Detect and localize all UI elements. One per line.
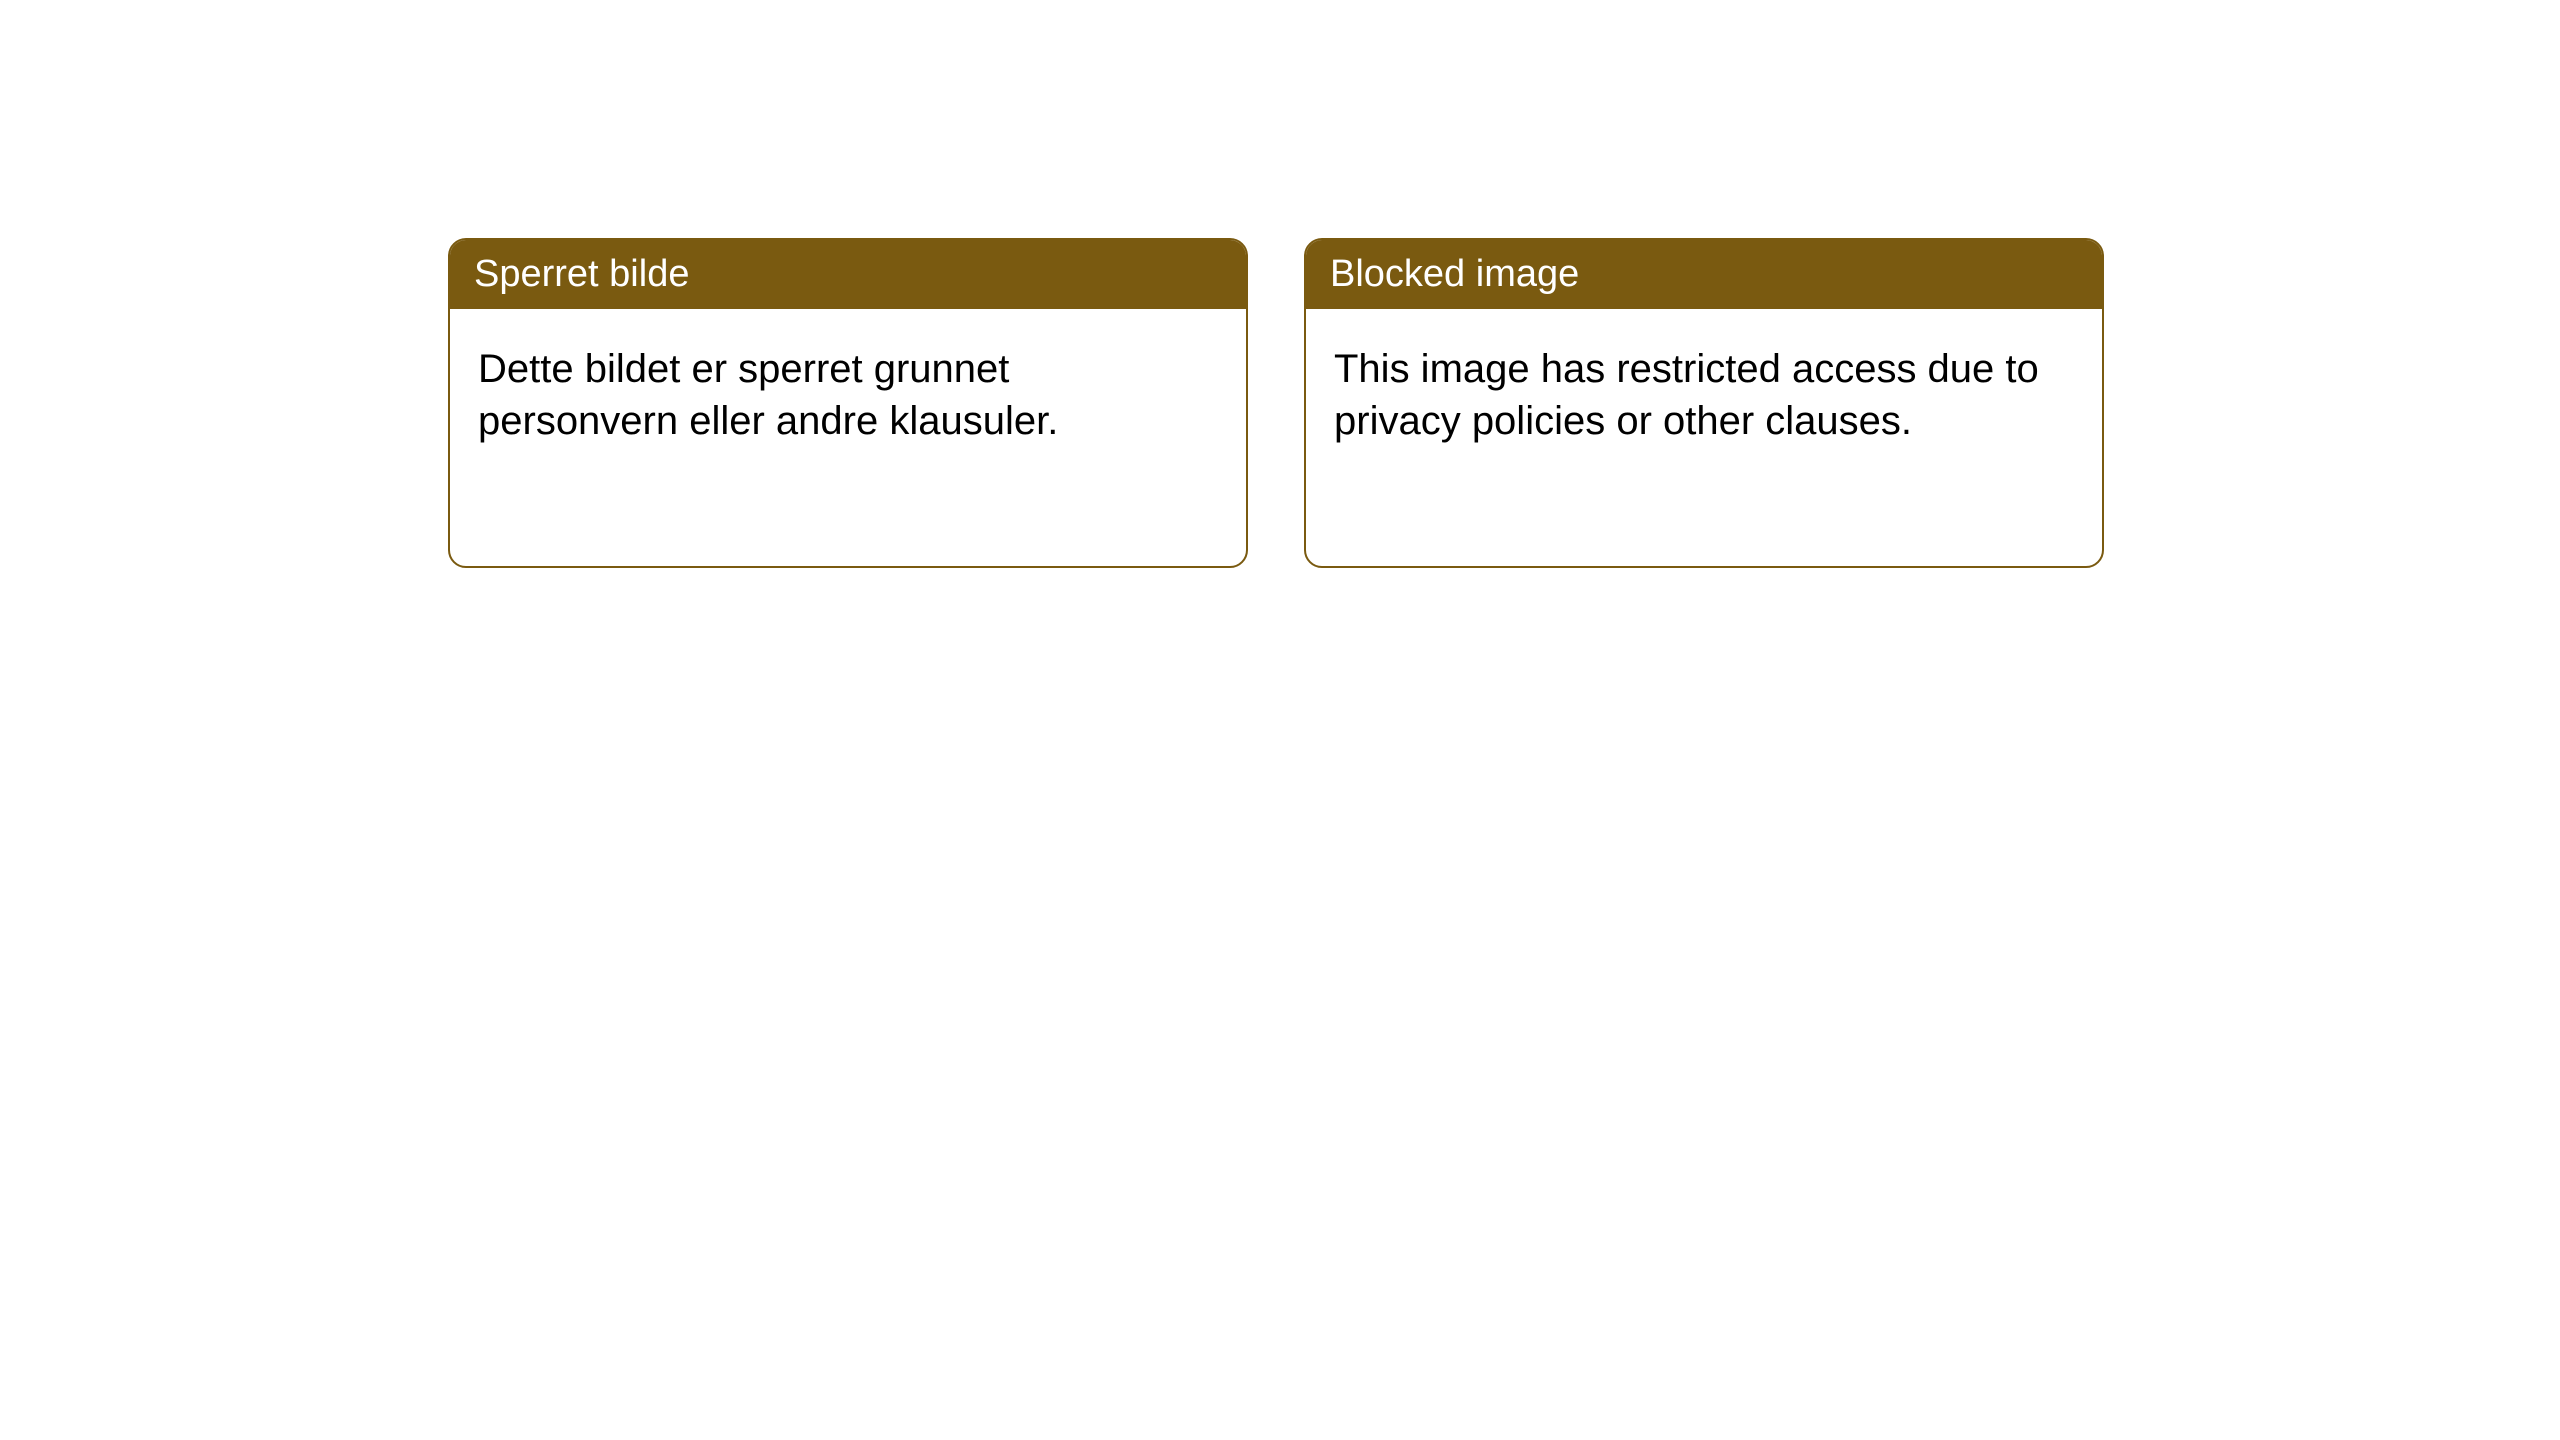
notice-header-english: Blocked image xyxy=(1306,240,2102,309)
notice-body-english: This image has restricted access due to … xyxy=(1306,309,2102,481)
notice-card-norwegian: Sperret bilde Dette bildet er sperret gr… xyxy=(448,238,1248,568)
notice-body-norwegian: Dette bildet er sperret grunnet personve… xyxy=(450,309,1246,481)
blocked-image-notices: Sperret bilde Dette bildet er sperret gr… xyxy=(448,238,2104,568)
notice-card-english: Blocked image This image has restricted … xyxy=(1304,238,2104,568)
notice-header-norwegian: Sperret bilde xyxy=(450,240,1246,309)
